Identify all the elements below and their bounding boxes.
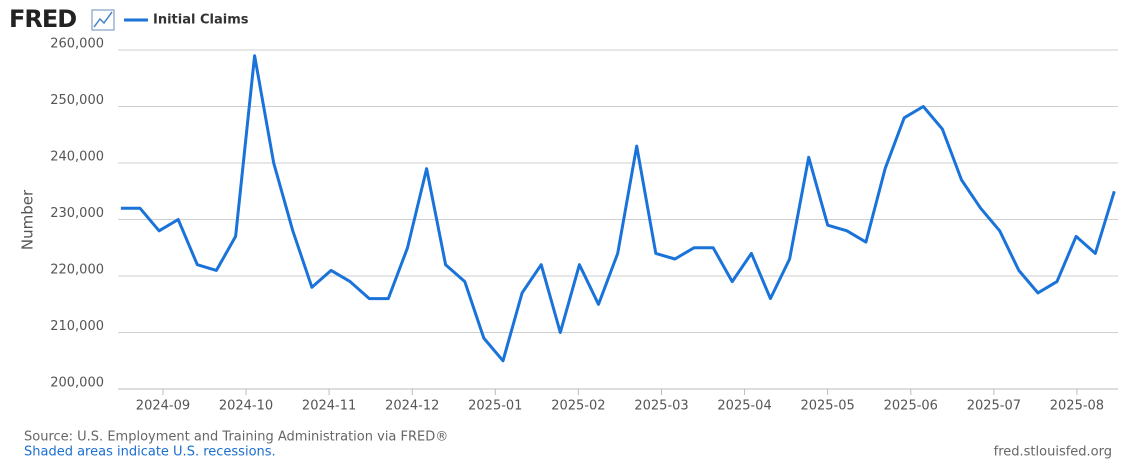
x-tick-label: 2024-12 [385, 399, 439, 414]
x-tick-label: 2025-02 [551, 399, 605, 414]
source: Source: U.S. Employment and Training Adm… [24, 430, 448, 445]
x-tick-label: 2024-11 [302, 399, 356, 414]
recession-note[interactable]: Shaded areas indicate U.S. recessions. [24, 445, 276, 460]
y-tick-label: 240,000 [50, 150, 104, 165]
x-tick-label: 2025-01 [468, 399, 522, 414]
legend-label: Initial Claims [153, 13, 249, 28]
y-tick-label: 220,000 [50, 263, 104, 278]
series-line [120, 54, 1116, 363]
x-tick-label: 2025-05 [800, 399, 854, 414]
x-tick-label: 2025-04 [717, 399, 771, 414]
logo-icon [91, 9, 115, 31]
x-tick-label: 2025-03 [634, 399, 688, 414]
x-tick-label: 2024-09 [136, 399, 190, 414]
y-axis-label: Number [19, 189, 37, 250]
site[interactable]: fred.stlouisfed.org [994, 445, 1112, 460]
y-tick-label: 200,000 [50, 376, 104, 391]
x-tick-label: 2025-06 [884, 399, 938, 414]
x-tick-label: 2025-07 [967, 399, 1021, 414]
y-tick-label: 230,000 [50, 206, 104, 221]
y-tick-label: 260,000 [50, 37, 104, 52]
x-tick-label: 2024-10 [219, 399, 273, 414]
y-tick-label: 210,000 [50, 319, 104, 334]
y-tick-label: 250,000 [50, 93, 104, 108]
x-tick-label: 2025-08 [1050, 399, 1104, 414]
logo[interactable]: FRED [9, 5, 77, 33]
